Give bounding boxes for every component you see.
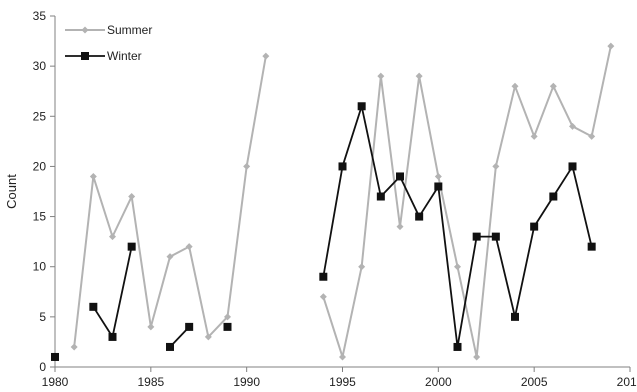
series-winter (51, 102, 596, 361)
winter-line (92, 246, 133, 338)
y-tick-label: 10 (33, 260, 47, 274)
winter-line (322, 105, 593, 348)
winter-point (549, 192, 558, 201)
summer-point (549, 82, 557, 90)
winter-point (51, 352, 59, 361)
x-tick-label: 2005 (521, 375, 548, 389)
legend: Summer Winter (65, 23, 152, 63)
y-tick-label: 15 (33, 210, 47, 224)
x-tick-label: 2010 (617, 375, 637, 389)
summer-point (569, 122, 576, 130)
winter-point (319, 272, 328, 281)
winter-point (223, 322, 232, 331)
winter-point (185, 322, 194, 331)
x-tick-label: 1990 (233, 375, 260, 389)
winter-point (511, 312, 519, 321)
winter-point (530, 222, 539, 231)
summer-line (322, 45, 612, 358)
legend-swatch-marker (81, 52, 89, 60)
summer-point (454, 263, 461, 271)
summer-point (243, 162, 251, 170)
x-tick-label: 1995 (329, 375, 356, 389)
winter-point (376, 192, 385, 201)
winter-point (357, 102, 366, 111)
winter-point (127, 242, 136, 251)
summer-point (339, 353, 346, 361)
legend-label-summer: Summer (107, 23, 152, 37)
x-axis: 1980 1985 1990 1995 2000 2005 2010 (42, 366, 637, 389)
series-layer (51, 42, 615, 361)
legend-swatch-marker (81, 26, 89, 34)
winter-point (396, 172, 404, 181)
winter-point (166, 342, 174, 351)
summer-point (147, 323, 155, 331)
legend-item-winter: Winter (65, 49, 142, 63)
summer-point (588, 132, 596, 140)
series-summer (70, 42, 615, 361)
summer-point (511, 82, 519, 90)
summer-point (434, 172, 442, 180)
summer-point (377, 72, 385, 80)
summer-point (109, 233, 116, 241)
summer-point (473, 353, 481, 361)
winter-point (108, 332, 117, 341)
y-tick-label: 5 (39, 310, 46, 324)
winter-point (568, 162, 577, 171)
summer-point (415, 72, 423, 80)
summer-point (530, 132, 538, 140)
summer-point (89, 172, 97, 180)
summer-point (128, 193, 136, 201)
y-axis-title: Count (4, 174, 19, 209)
winter-point (415, 212, 424, 221)
winter-point (89, 302, 98, 311)
winter-point (338, 162, 347, 171)
summer-point (185, 243, 193, 251)
y-tick-label: 25 (33, 109, 47, 123)
y-tick-label: 35 (33, 9, 47, 23)
summer-point (224, 313, 231, 321)
summer-point (319, 293, 327, 301)
y-axis: 0 5 10 15 20 25 30 35 (33, 9, 56, 374)
summer-point (70, 343, 78, 351)
winter-point (491, 232, 500, 241)
winter-point (453, 342, 462, 351)
x-tick-label: 1985 (137, 375, 164, 389)
y-tick-label: 30 (33, 59, 47, 73)
winter-point (434, 182, 443, 191)
summer-point (358, 263, 366, 271)
legend-label-winter: Winter (107, 49, 142, 63)
summer-point (396, 223, 404, 231)
legend-item-summer: Summer (65, 23, 152, 37)
x-tick-label: 2000 (425, 375, 452, 389)
summer-point (607, 42, 615, 50)
summer-point (204, 333, 212, 341)
summer-point (262, 52, 270, 60)
y-tick-label: 20 (33, 159, 47, 173)
winter-point (587, 242, 596, 251)
summer-point (492, 162, 500, 170)
y-tick-label: 0 (39, 360, 46, 374)
summer-line (73, 55, 267, 348)
summer-point (166, 253, 174, 261)
winter-point (472, 232, 481, 241)
x-tick-label: 1980 (42, 375, 69, 389)
